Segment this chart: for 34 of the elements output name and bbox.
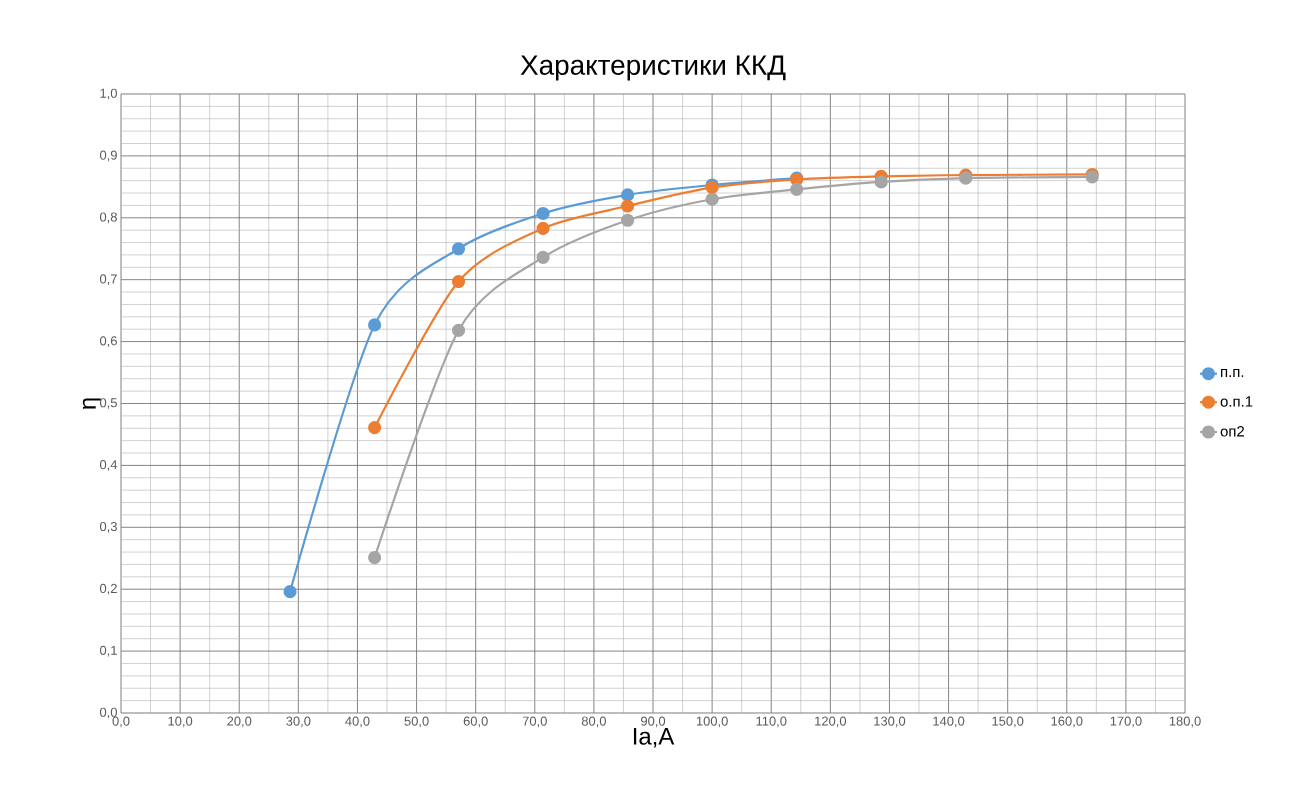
x-tick-label: 30,0	[286, 716, 311, 728]
x-tick-label: 40,0	[345, 716, 370, 728]
x-tick-label: 150,0	[992, 716, 1024, 728]
chart-title: Характеристики ККД	[520, 55, 786, 81]
y-tick-label: 0,5	[99, 398, 117, 409]
x-tick-label: 60,0	[463, 716, 488, 728]
x-axis-title: Ia,A	[633, 728, 675, 748]
y-tick-label: 0,2	[99, 583, 117, 595]
legend-label: о.п.1	[1220, 396, 1253, 407]
y-tick-label: 0,9	[99, 150, 117, 162]
legend-label: п.п.	[1221, 369, 1244, 377]
y-tick-label: 0,7	[99, 274, 117, 286]
y-tick-label: 1,0	[100, 88, 117, 100]
x-tick-label: 120,0	[815, 716, 847, 728]
y-tick-label: 0,1	[99, 645, 117, 657]
x-tick-label: 80,0	[581, 716, 606, 728]
x-tick-label: 140,0	[933, 716, 965, 728]
y-tick-label: 0,6	[99, 336, 117, 347]
x-tick-label: 170,0	[1110, 716, 1142, 728]
x-tick-label: 50,0	[404, 716, 429, 728]
x-tick-label: 180,0	[1169, 716, 1201, 728]
y-tick-label: 0,4	[99, 460, 118, 471]
x-tick-label: 20,0	[227, 716, 252, 728]
y-tick-label: 0,3	[99, 521, 117, 533]
legend-label: оп2	[1220, 426, 1245, 437]
x-tick-label: 10,0	[168, 716, 193, 728]
x-tick-label: 160,0	[1051, 716, 1083, 728]
y-axis-title: η	[82, 398, 101, 409]
y-tick-label: 0,8	[99, 212, 117, 224]
x-tick-label: 90,0	[641, 716, 666, 728]
x-tick-label: 110,0	[756, 716, 787, 728]
x-tick-label: 70,0	[522, 716, 547, 728]
x-tick-label: 100,0	[696, 716, 728, 728]
x-tick-label: 130,0	[874, 716, 906, 728]
